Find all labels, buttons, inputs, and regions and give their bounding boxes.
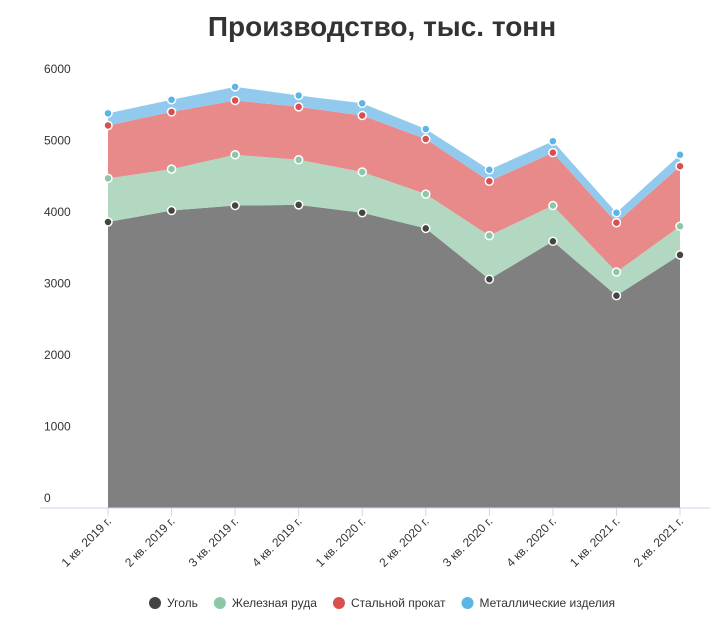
point [421, 223, 431, 234]
legend-marker [461, 597, 474, 609]
point [675, 250, 685, 260]
point [103, 173, 113, 184]
point [103, 108, 113, 119]
point [421, 134, 431, 144]
area [108, 86, 680, 223]
legend-marker [213, 597, 226, 609]
legend-label: Стальной прокат [351, 596, 446, 610]
x-tick-label: 2 кв. 2021 г. [631, 514, 687, 570]
area [108, 154, 680, 296]
point [293, 200, 304, 210]
point [611, 267, 622, 277]
x-tick-label: 1 кв. 2021 г. [567, 514, 623, 570]
point [230, 150, 240, 160]
x-tick-label: 1 кв. 2019 г. [59, 514, 115, 570]
x-tick-label: 3 кв. 2020 г. [440, 514, 496, 570]
point [548, 200, 558, 211]
legend-item[interactable]: Стальной прокат [332, 596, 446, 610]
point [484, 176, 495, 186]
point [484, 274, 495, 284]
point [548, 136, 558, 146]
x-tick-label: 1 кв. 2020 г. [313, 514, 369, 570]
point [293, 90, 304, 101]
x-tick-label: 2 кв. 2020 г. [376, 514, 432, 570]
point [421, 124, 431, 134]
y-tick-label: 2000 [44, 348, 71, 362]
point [357, 110, 367, 121]
legend-label: Металлические изделия [480, 596, 615, 610]
point [166, 205, 177, 216]
point [166, 164, 177, 174]
legend-marker [149, 597, 162, 609]
point [166, 94, 177, 105]
point [548, 236, 558, 247]
legend-item[interactable]: Уголь [149, 596, 198, 610]
point [611, 290, 622, 301]
point [230, 200, 240, 211]
legend-marker [332, 597, 345, 609]
point [484, 165, 495, 175]
point [293, 155, 304, 165]
point [675, 221, 685, 232]
y-tick-label: 5000 [44, 134, 71, 148]
x-tick-label: 2 кв. 2019 г. [122, 514, 178, 570]
point [611, 207, 622, 218]
point [357, 98, 367, 109]
point [230, 82, 240, 92]
point [103, 120, 113, 131]
area [108, 100, 680, 273]
x-tick-label: 3 кв. 2019 г. [186, 514, 242, 570]
legend-item[interactable]: Железная руда [213, 596, 317, 610]
point [421, 189, 431, 199]
y-tick-label: 0 [44, 491, 51, 505]
area [108, 204, 680, 508]
y-tick-label: 3000 [44, 277, 71, 291]
point [293, 102, 304, 112]
y-tick-label: 4000 [44, 205, 71, 219]
point [675, 161, 685, 171]
legend: Уголь Железная руда Стальной прокат Металли… [149, 596, 615, 610]
legend-label: Железная руда [232, 596, 317, 610]
point [611, 217, 622, 228]
x-tick-label: 4 кв. 2020 г. [503, 514, 559, 570]
point [357, 167, 367, 177]
x-tick-label: 4 кв. 2019 г. [249, 514, 305, 570]
point [484, 230, 495, 241]
point [357, 207, 367, 218]
y-tick-label: 6000 [44, 62, 71, 76]
y-tick-label: 1000 [44, 420, 71, 434]
point [548, 147, 558, 158]
legend-label: Уголь [167, 596, 198, 610]
legend-item[interactable]: Металлические изделия [461, 596, 615, 610]
chart-title: Производство, тыс. тонн [208, 11, 556, 42]
point [675, 150, 685, 160]
point [103, 217, 113, 227]
point [230, 95, 240, 106]
point [166, 107, 177, 117]
